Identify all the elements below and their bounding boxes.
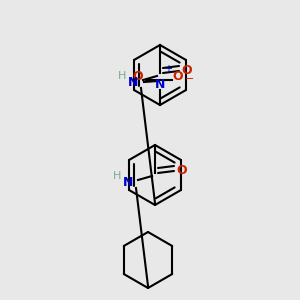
Text: N: N	[155, 79, 165, 92]
Text: N: N	[128, 76, 138, 89]
Text: N: N	[123, 176, 133, 190]
Text: H: H	[118, 71, 126, 81]
Text: H: H	[113, 171, 121, 181]
Text: O: O	[177, 164, 187, 178]
Text: O: O	[133, 70, 143, 83]
Text: −: −	[185, 74, 195, 84]
Text: O: O	[182, 64, 192, 77]
Text: O: O	[173, 70, 183, 83]
Text: +: +	[164, 64, 172, 74]
